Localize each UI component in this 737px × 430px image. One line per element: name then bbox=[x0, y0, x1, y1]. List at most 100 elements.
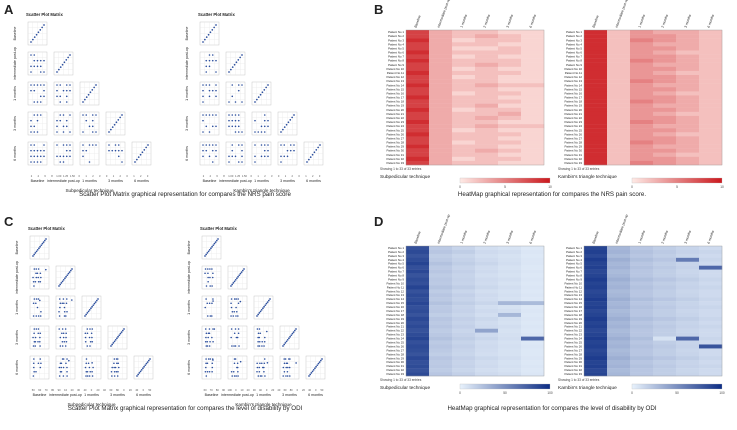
heatmap-cell bbox=[607, 95, 631, 100]
splom-point bbox=[39, 272, 42, 275]
heatmap-row-label: Patient No 3 bbox=[388, 38, 404, 42]
splom-point bbox=[69, 155, 71, 158]
splom-point bbox=[39, 299, 41, 302]
heatmap-cell bbox=[429, 336, 453, 341]
heatmap-cell bbox=[452, 340, 476, 345]
heatmap-cell bbox=[452, 312, 476, 318]
heatmap-cell bbox=[699, 103, 723, 108]
heatmap-cell bbox=[607, 66, 631, 72]
heatmap-cell bbox=[406, 42, 430, 47]
heatmap-cell bbox=[653, 257, 677, 262]
heatmap-cell bbox=[406, 281, 430, 286]
heatmap-cell bbox=[498, 312, 522, 318]
heatmap-row-label: Patient No 20 bbox=[564, 321, 582, 325]
splom-point bbox=[202, 41, 204, 43]
splom-point bbox=[117, 370, 119, 373]
heatmap-cell bbox=[452, 281, 476, 286]
heatmap-cell bbox=[452, 360, 476, 365]
heatmap-row-label: Patient No 31 bbox=[564, 364, 582, 368]
heatmap-cell bbox=[475, 348, 499, 353]
splom-point bbox=[33, 253, 36, 256]
heatmap-row-label: Patient No 13 bbox=[564, 293, 582, 297]
heatmap-cell bbox=[607, 324, 631, 329]
splom-point bbox=[235, 61, 238, 64]
heatmap-cell bbox=[406, 148, 430, 153]
heatmap-cell bbox=[498, 30, 522, 35]
splom-point bbox=[215, 24, 217, 26]
splom-point bbox=[282, 375, 285, 377]
heatmap-cell bbox=[498, 309, 522, 314]
splom-point bbox=[45, 238, 47, 240]
splom-point bbox=[208, 370, 211, 373]
splom-tick-label: 40 bbox=[84, 388, 87, 392]
splom-point bbox=[206, 370, 209, 373]
heatmap-cell bbox=[429, 246, 453, 251]
heatmap-cell bbox=[521, 320, 545, 325]
splom-point bbox=[263, 336, 266, 339]
heatmap-cell bbox=[521, 348, 545, 353]
splom-cell-2-1 bbox=[227, 295, 248, 320]
heatmap-cell bbox=[584, 75, 608, 80]
splom-point bbox=[260, 155, 263, 158]
splom-tick-label: 3 bbox=[147, 174, 149, 178]
splom-point bbox=[211, 161, 214, 163]
splom-point bbox=[207, 358, 210, 360]
heatmap-row-label: Patient No 29 bbox=[564, 356, 582, 360]
splom-point bbox=[95, 299, 98, 302]
splom-col-label-3: 3 months bbox=[280, 179, 295, 183]
splom-point bbox=[140, 368, 143, 371]
heatmap-cell bbox=[521, 132, 545, 137]
splom-point bbox=[286, 362, 289, 365]
heatmap-cell bbox=[630, 50, 654, 55]
splom-point bbox=[230, 285, 232, 287]
heatmap-cell bbox=[452, 83, 476, 88]
splom-point bbox=[85, 119, 88, 122]
heatmap-cell bbox=[607, 277, 631, 282]
heatmap-cell bbox=[406, 66, 430, 72]
heatmap-row-label: Patient No 4 bbox=[566, 42, 582, 46]
splom-point bbox=[116, 362, 118, 365]
splom-point bbox=[237, 119, 240, 122]
splom-tick-label: 0 bbox=[251, 174, 253, 178]
splom-point bbox=[209, 31, 212, 34]
splom-point bbox=[235, 375, 237, 377]
splom-point bbox=[60, 370, 63, 373]
splom-cell-3-1 bbox=[225, 111, 246, 136]
splom-cell-4-1 bbox=[55, 355, 76, 380]
colorbar-tick-label: 100 bbox=[547, 391, 553, 395]
splom-title: Scatter Plot Matrix bbox=[200, 226, 237, 231]
splom-point bbox=[114, 366, 117, 369]
heatmap-cell bbox=[406, 87, 430, 92]
heatmap-cell bbox=[429, 360, 453, 365]
splom-cell-1-0 bbox=[199, 51, 220, 76]
heatmap-cell bbox=[452, 364, 476, 369]
heatmap-row-label: Patient No 16 bbox=[386, 305, 404, 309]
splom-point bbox=[62, 161, 65, 163]
splom-point bbox=[30, 65, 32, 68]
splom-point bbox=[136, 375, 138, 377]
splom-point bbox=[85, 370, 88, 373]
heatmap-cell bbox=[607, 316, 631, 322]
heatmap-cell bbox=[699, 281, 723, 286]
splom-point bbox=[207, 280, 209, 283]
heatmap-cell bbox=[584, 99, 608, 104]
splom-point bbox=[86, 375, 89, 377]
splom-point bbox=[89, 345, 91, 347]
heatmap-row-label: Patient No 8 bbox=[388, 274, 404, 278]
splom-point bbox=[233, 332, 236, 335]
heatmap-column-header-1: intermediate post-op bbox=[615, 214, 629, 245]
splom-point bbox=[241, 84, 243, 86]
heatmap-cell bbox=[630, 111, 654, 117]
heatmap-row-label: Patient No 27 bbox=[386, 136, 404, 140]
heatmap-cell bbox=[676, 261, 700, 266]
splom-point bbox=[61, 345, 64, 347]
heatmap-cell bbox=[429, 34, 453, 39]
heatmap-cell bbox=[498, 257, 522, 262]
splom-tick-label: 40 bbox=[259, 388, 262, 392]
splom-point bbox=[232, 315, 235, 317]
heatmap-column-header-2: 1 months bbox=[638, 14, 647, 29]
heatmap-cell bbox=[607, 54, 631, 59]
heatmap-cell bbox=[630, 277, 654, 282]
heatmap-row-label: Patient No 4 bbox=[566, 258, 582, 262]
splom-point bbox=[86, 312, 89, 314]
